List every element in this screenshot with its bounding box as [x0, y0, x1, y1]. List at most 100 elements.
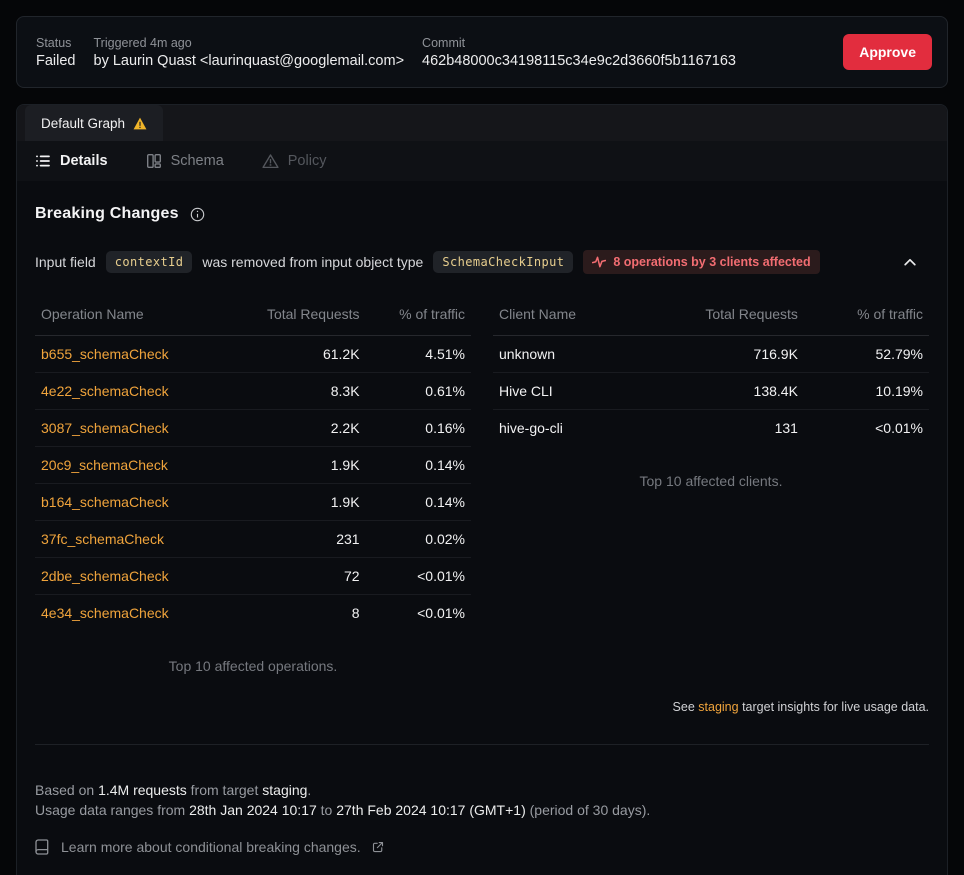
operation-link[interactable]: 37fc_schemaCheck [41, 531, 164, 547]
triggered-label: Triggered 4m ago [93, 35, 192, 50]
operation-requests: 2.2K [223, 409, 366, 447]
change-field-code: contextId [105, 251, 193, 273]
clients-column: Client Name Total Requests % of traffic … [493, 300, 929, 674]
tab-schema-label: Schema [170, 153, 224, 169]
change-text-prefix: Input field [35, 254, 96, 270]
insights-note: See staging target insights for live usa… [35, 700, 929, 714]
table-row: 4e22_schemaCheck 8.3K 0.61% [35, 372, 471, 410]
operation-traffic: <0.01% [417, 605, 465, 622]
from-target-text: from target [190, 781, 259, 798]
clients-caption: Top 10 affected clients. [639, 472, 783, 489]
affected-operations-badge[interactable]: 8 operations by 3 clients affected [583, 250, 820, 274]
operations-table: Operation Name Total Requests % of traff… [35, 300, 471, 632]
graph-tab-label: Default Graph [41, 115, 126, 131]
pulse-icon [592, 256, 607, 268]
operation-link[interactable]: 4e22_schemaCheck [41, 383, 169, 399]
commit-label: Commit [422, 35, 466, 50]
tab-policy-label: Policy [287, 153, 327, 169]
learn-more-label: Learn more about conditional breaking ch… [61, 838, 361, 855]
external-link-icon [372, 841, 384, 853]
date-from: 28th Jan 2024 10:17 [189, 801, 317, 818]
usage-footer: Based on 1.4M requests from target stagi… [35, 780, 929, 857]
change-type-code: SchemaCheckInput [433, 251, 574, 273]
affected-badge-label: 8 operations by 3 clients affected [613, 255, 811, 269]
operation-link[interactable]: b164_schemaCheck [41, 494, 169, 510]
schema-check-panel: Default Graph Details Schema Policy [16, 104, 948, 875]
col-pct-traffic: % of traffic [803, 300, 929, 336]
client-traffic: 52.79% [803, 335, 929, 373]
table-row: 20c9_schemaCheck 1.9K 0.14% [35, 446, 471, 484]
operation-traffic: 0.14% [365, 446, 471, 484]
operation-link[interactable]: 3087_schemaCheck [41, 420, 169, 436]
table-row: 37fc_schemaCheck 231 0.02% [35, 520, 471, 558]
staging-target-link[interactable]: staging [698, 699, 739, 714]
operation-requests: 61.2K [223, 335, 366, 373]
learn-more-link[interactable]: Learn more about conditional breaking ch… [35, 837, 929, 857]
list-icon [35, 153, 51, 169]
operation-link[interactable]: 20c9_schemaCheck [41, 457, 168, 473]
clients-header-row: Client Name Total Requests % of traffic [493, 300, 929, 336]
operation-traffic: 0.16% [365, 409, 471, 447]
client-requests: 716.9K [635, 335, 804, 373]
client-name: hive-go-cli [499, 420, 563, 437]
operation-link[interactable]: b655_schemaCheck [41, 346, 169, 362]
tab-details-label: Details [60, 153, 108, 169]
status-value: Failed [36, 52, 76, 69]
client-name: Hive CLI [493, 372, 636, 410]
breaking-change-row: Input field contextId was removed from i… [35, 250, 929, 274]
operation-traffic: <0.01% [365, 557, 471, 595]
col-total-requests: Total Requests [223, 300, 366, 336]
info-icon[interactable] [190, 207, 205, 222]
table-row: unknown 716.9K 52.79% [493, 335, 929, 373]
graph-tab-strip: Default Graph [17, 105, 947, 141]
table-row: b655_schemaCheck 61.2K 4.51% [35, 335, 471, 373]
operation-traffic: 0.61% [365, 372, 471, 410]
operation-link[interactable]: 4e34_schemaCheck [41, 605, 169, 622]
footer-divider [35, 743, 929, 745]
approve-button[interactable]: Approve [843, 34, 932, 70]
client-traffic: <0.01% [875, 420, 923, 437]
table-row: b164_schemaCheck 1.9K 0.14% [35, 483, 471, 521]
sentence-period: . [307, 781, 312, 798]
panel-nav: Details Schema Policy [17, 141, 947, 181]
breaking-changes-title: Breaking Changes [35, 205, 179, 222]
operation-requests: 8 [351, 605, 360, 622]
based-on-line: Based on 1.4M requests from target stagi… [35, 780, 929, 800]
col-total-requests: Total Requests [635, 300, 804, 336]
warning-outline-icon [262, 153, 279, 169]
operation-link[interactable]: 2dbe_schemaCheck [41, 568, 169, 584]
client-traffic: 10.19% [803, 372, 929, 410]
operation-traffic: 4.51% [365, 335, 471, 373]
client-name: unknown [493, 335, 636, 373]
based-on-text: Based on [35, 781, 95, 798]
target-name: staging [262, 781, 308, 798]
collapse-chevron-up-icon[interactable] [899, 253, 921, 271]
book-icon [35, 838, 50, 855]
tab-details[interactable]: Details [35, 153, 108, 169]
client-requests: 138.4K [635, 372, 804, 410]
tab-schema[interactable]: Schema [146, 153, 224, 169]
operations-header-row: Operation Name Total Requests % of traff… [35, 300, 471, 336]
columns-icon [146, 153, 162, 169]
clients-table: Client Name Total Requests % of traffic … [493, 300, 929, 447]
insights-suffix: target insights for live usage data. [742, 699, 929, 714]
operation-traffic: 0.02% [365, 520, 471, 558]
insights-prefix: See [672, 699, 695, 714]
tab-policy[interactable]: Policy [262, 153, 327, 169]
warning-triangle-icon [133, 117, 147, 130]
date-to: 27th Feb 2024 10:17 (GMT+1) [336, 801, 526, 818]
triggered-group: Triggered 4m ago by Laurin Quast <laurin… [94, 36, 405, 69]
operation-requests: 1.9K [223, 446, 366, 484]
operation-requests: 231 [223, 520, 366, 558]
client-requests: 131 [774, 420, 798, 437]
status-label: Status [36, 35, 72, 50]
table-row: Hive CLI 138.4K 10.19% [493, 372, 929, 410]
to-text: to [320, 801, 333, 818]
operation-requests: 72 [223, 557, 366, 595]
col-pct-traffic: % of traffic [365, 300, 471, 336]
table-row: 3087_schemaCheck 2.2K 0.16% [35, 409, 471, 447]
col-operation-name: Operation Name [35, 300, 224, 336]
tab-default-graph[interactable]: Default Graph [25, 105, 164, 141]
operation-traffic: 0.14% [365, 483, 471, 521]
check-header-card: Status Failed Triggered 4m ago by Laurin… [16, 16, 948, 88]
